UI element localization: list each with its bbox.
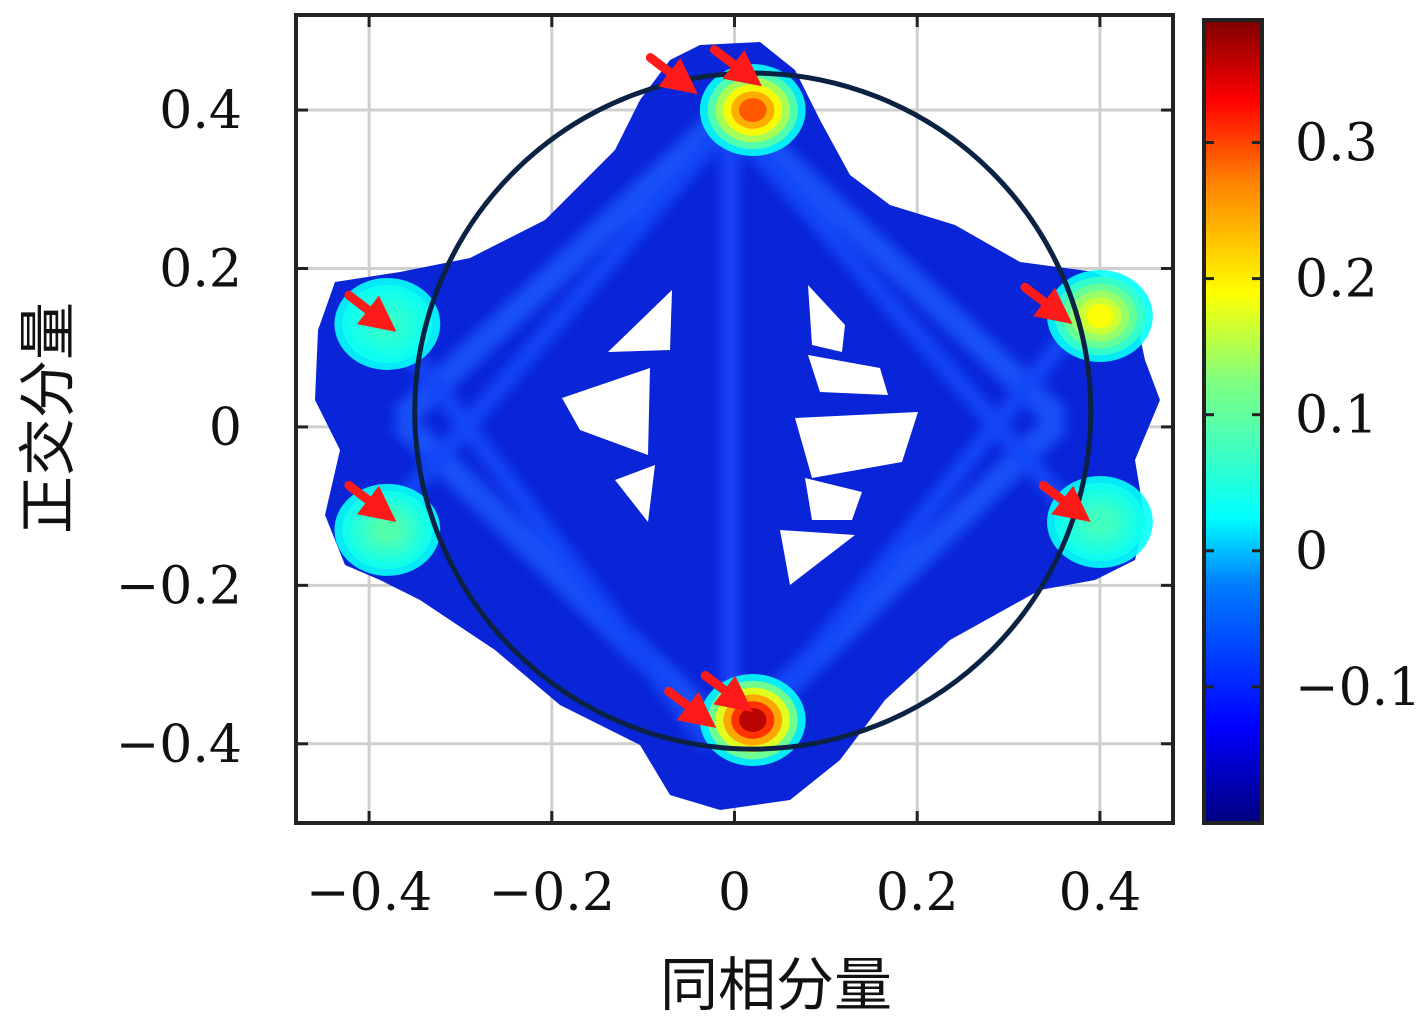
hotspot	[699, 64, 806, 157]
colorbar-tick-label: 0.2	[1295, 250, 1378, 310]
arrow-head	[356, 295, 397, 332]
arrow	[1020, 282, 1073, 324]
arrow	[1038, 480, 1091, 522]
y-tick-label: 0.2	[159, 239, 242, 299]
arrow-head	[676, 691, 717, 728]
colorbar: −0.1 0 0.1 0.2 0.3	[1202, 18, 1417, 825]
arrow	[344, 480, 397, 522]
arrow	[344, 290, 397, 332]
y-tick-label: −0.4	[116, 715, 242, 775]
colorbar-tick-label: 0.3	[1295, 113, 1378, 173]
x-tick-label: −0.4	[306, 863, 432, 923]
density-heatmap	[315, 42, 1160, 810]
arrow	[700, 671, 753, 713]
y-axis-ticks: −0.4 −0.2 0 0.2 0.4	[116, 81, 1173, 775]
annotation-arrows	[344, 45, 1091, 728]
y-tick-label: 0	[209, 398, 242, 458]
x-tick-label: 0	[718, 863, 751, 923]
x-tick-label: 0.4	[1059, 863, 1142, 923]
x-tick-label: 0.2	[876, 863, 959, 923]
x-tick-label: −0.2	[489, 863, 615, 923]
arrow	[645, 53, 698, 95]
arrow-head	[722, 50, 762, 87]
x-axis-ticks: −0.4 −0.2 0 0.2 0.4	[306, 15, 1141, 923]
colorbar-gradient	[1202, 18, 1264, 825]
y-tick-label: 0.4	[159, 81, 242, 141]
density-ridges	[377, 100, 1088, 751]
hotspot	[1047, 475, 1153, 568]
empty-regions	[562, 285, 918, 585]
arrow-head	[658, 57, 698, 95]
hotspot-layer	[1086, 304, 1114, 329]
arrow	[709, 45, 762, 87]
y-tick-label: −0.2	[116, 556, 242, 616]
colorbar-tick-label: −0.1	[1295, 658, 1417, 718]
arrow	[664, 686, 717, 728]
arrow-head	[1033, 287, 1073, 324]
arrow-head	[356, 485, 397, 522]
colorbar-tick-label: 0.1	[1295, 386, 1378, 446]
hotspot-layer	[1086, 509, 1114, 534]
hotspot-layer	[738, 708, 767, 733]
y-axis-title: 正交分量	[14, 302, 82, 534]
colorbar-ticks: −0.1 0 0.1 0.2 0.3	[1204, 113, 1417, 718]
x-axis-title: 同相分量	[660, 951, 892, 1019]
arrow-head	[713, 675, 753, 713]
colorbar-tick-label: 0	[1295, 522, 1328, 582]
hotspot-layer	[738, 98, 767, 123]
hotspot-layer	[373, 517, 402, 542]
arrow-head	[1051, 485, 1091, 522]
